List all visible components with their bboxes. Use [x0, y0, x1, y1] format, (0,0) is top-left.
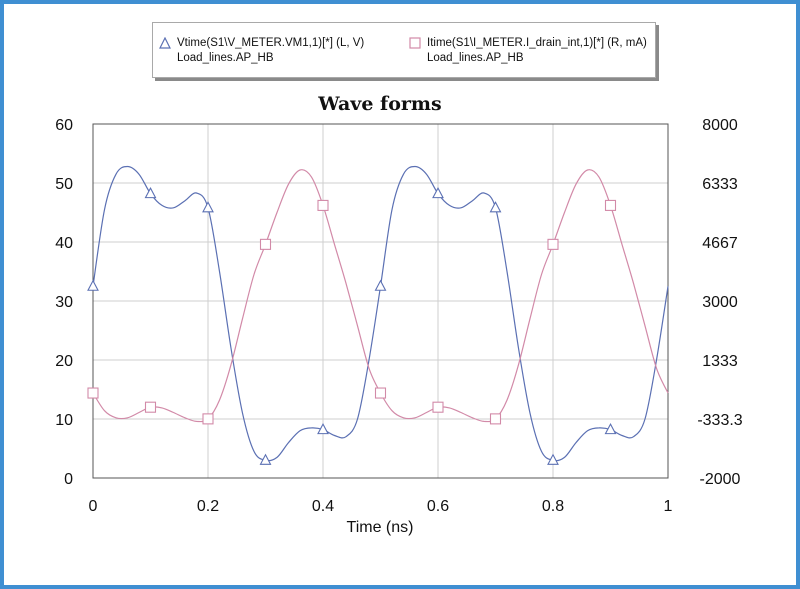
- y-left-tick-label: 20: [55, 353, 73, 370]
- y-right-tick-label: -2000: [700, 471, 741, 488]
- data-point-current: [489, 413, 502, 425]
- y-right-tick-label: 8000: [702, 117, 738, 134]
- data-point-current: [374, 387, 387, 399]
- chart-title: Wave forms: [317, 93, 441, 115]
- data-point-current: [432, 401, 444, 413]
- plot-area: [92, 123, 669, 479]
- x-tick-label: 0.4: [312, 498, 334, 515]
- y-right-tick-label: 3000: [702, 294, 738, 311]
- legend: Vtime(S1\V_METER.VM1,1)[*] (L, V) Load_l…: [152, 22, 656, 78]
- series-line-current: [92, 169, 669, 423]
- series-current: [87, 169, 669, 425]
- x-tick-label: 0.2: [197, 498, 219, 515]
- grid: [93, 124, 668, 478]
- data-point-voltage: [259, 453, 272, 465]
- legend-voltage-source: Load_lines.AP_HB: [177, 52, 274, 64]
- data-point-current: [317, 199, 329, 211]
- data-point-current: [202, 413, 214, 425]
- x-tick-label: 0: [89, 498, 98, 515]
- data-point-current: [604, 199, 617, 211]
- x-tick-label: 0.8: [542, 498, 564, 515]
- data-point-current: [144, 401, 157, 413]
- y-left-tick-label: 30: [55, 294, 73, 311]
- triangle-marker-icon: [159, 37, 171, 49]
- tick-labels: 0 0.2 0.4 0.6 0.8 10102030405060-2000-333.313…: [55, 117, 743, 515]
- y-left-tick-label: 10: [55, 412, 73, 429]
- data-point-voltage: [144, 186, 157, 199]
- data-point-voltage: [604, 422, 617, 435]
- y-left-tick-label: 40: [55, 235, 73, 252]
- y-right-tick-label: -333.3: [697, 412, 742, 429]
- y-right-tick-label: 1333: [702, 353, 738, 370]
- y-right-tick-label: 6333: [702, 176, 738, 193]
- data-point-current: [259, 238, 272, 250]
- data-point-voltage: [489, 201, 502, 213]
- data-point-voltage: [432, 186, 444, 199]
- data-point-voltage: [202, 201, 214, 213]
- y-left-tick-label: 0: [64, 471, 73, 488]
- data-point-voltage: [317, 422, 329, 435]
- data-point-current: [87, 387, 99, 399]
- x-tick-label: 0.6: [427, 498, 449, 515]
- series-line-voltage: [92, 165, 669, 462]
- series-layer: [87, 165, 669, 465]
- y-left-tick-label: 60: [55, 117, 73, 134]
- square-marker-icon: [409, 37, 421, 49]
- legend-voltage-label: Vtime(S1\V_METER.VM1,1)[*] (L, V): [177, 37, 365, 49]
- data-point-voltage: [547, 453, 559, 465]
- data-point-voltage: [374, 279, 387, 291]
- legend-current-source: Load_lines.AP_HB: [427, 52, 524, 64]
- y-right-tick-label: 4667: [702, 235, 738, 252]
- data-point-current: [547, 238, 559, 250]
- legend-current-label: Itime(S1\I_METER.I_drain_int,1)[*] (R, m…: [427, 37, 647, 49]
- x-axis-label: Time (ns): [347, 519, 414, 536]
- y-left-tick-label: 50: [55, 176, 73, 193]
- x-tick-label: 1: [664, 498, 673, 515]
- data-point-voltage: [87, 279, 99, 291]
- series-voltage: [87, 165, 669, 465]
